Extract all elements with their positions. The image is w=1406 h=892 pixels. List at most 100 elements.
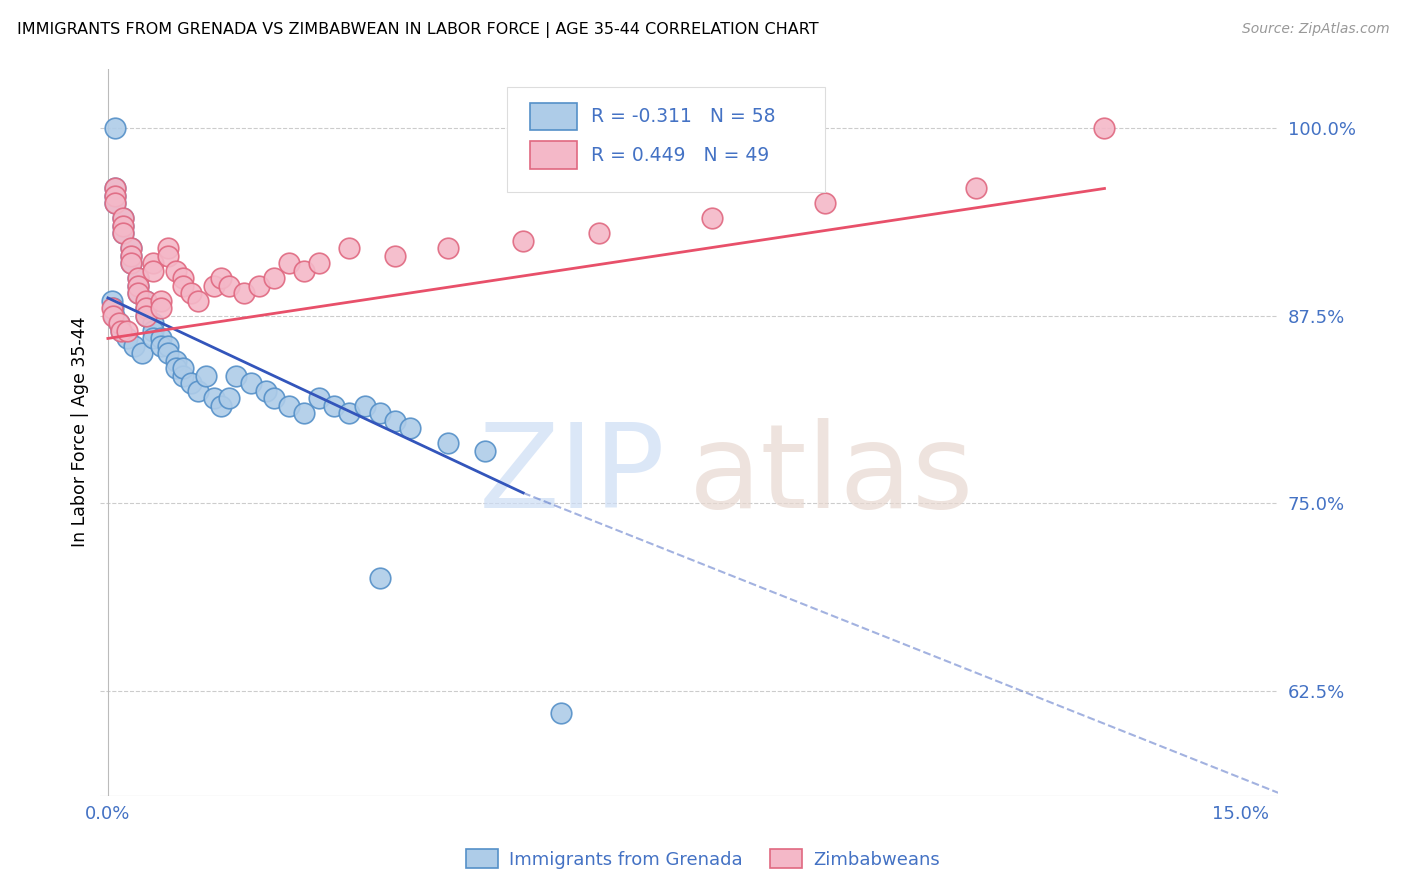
- Point: [436, 242, 458, 256]
- Point: [120, 249, 142, 263]
- Point: [165, 354, 187, 368]
- Point: [142, 331, 165, 345]
- Point: [399, 421, 422, 435]
- Point: [165, 264, 187, 278]
- Point: [240, 376, 263, 391]
- Point: [353, 399, 375, 413]
- Point: [103, 309, 125, 323]
- Point: [131, 346, 153, 360]
- Point: [965, 181, 987, 195]
- Point: [108, 317, 131, 331]
- Point: [339, 242, 361, 256]
- Point: [180, 286, 202, 301]
- Point: [120, 242, 142, 256]
- Point: [436, 436, 458, 450]
- Point: [142, 324, 165, 338]
- FancyBboxPatch shape: [530, 141, 578, 169]
- FancyBboxPatch shape: [506, 87, 825, 192]
- Point: [218, 392, 240, 406]
- Point: [368, 406, 391, 420]
- Point: [100, 301, 122, 316]
- Point: [263, 392, 285, 406]
- Point: [110, 324, 132, 338]
- Point: [512, 234, 534, 248]
- Point: [232, 286, 254, 301]
- Point: [120, 249, 142, 263]
- Point: [120, 256, 142, 270]
- Point: [172, 279, 194, 293]
- Point: [308, 392, 330, 406]
- Y-axis label: In Labor Force | Age 35-44: In Labor Force | Age 35-44: [72, 317, 89, 548]
- Point: [278, 256, 301, 270]
- Point: [115, 324, 138, 338]
- Point: [202, 392, 225, 406]
- Point: [104, 121, 127, 136]
- Point: [120, 256, 142, 270]
- Point: [384, 249, 406, 263]
- Point: [550, 706, 572, 721]
- Point: [127, 286, 149, 301]
- Point: [104, 196, 127, 211]
- Point: [209, 399, 232, 413]
- Point: [588, 227, 610, 241]
- Point: [111, 211, 134, 226]
- Point: [292, 406, 315, 420]
- Point: [218, 279, 240, 293]
- Point: [111, 211, 134, 226]
- Point: [135, 309, 157, 323]
- Point: [149, 293, 172, 308]
- Point: [110, 324, 132, 338]
- Point: [127, 271, 149, 285]
- Point: [104, 189, 127, 203]
- Point: [149, 331, 172, 345]
- Point: [278, 399, 301, 413]
- Point: [368, 571, 391, 585]
- Point: [115, 331, 138, 345]
- Point: [814, 196, 837, 211]
- Point: [111, 227, 134, 241]
- Point: [111, 219, 134, 233]
- Point: [127, 271, 149, 285]
- Point: [157, 346, 180, 360]
- Point: [124, 339, 146, 353]
- Text: IMMIGRANTS FROM GRENADA VS ZIMBABWEAN IN LABOR FORCE | AGE 35-44 CORRELATION CHA: IMMIGRANTS FROM GRENADA VS ZIMBABWEAN IN…: [17, 22, 818, 38]
- Point: [104, 181, 127, 195]
- Point: [104, 196, 127, 211]
- Point: [127, 279, 149, 293]
- Point: [104, 189, 127, 203]
- Point: [120, 242, 142, 256]
- Point: [165, 361, 187, 376]
- Point: [103, 309, 125, 323]
- Point: [180, 376, 202, 391]
- Point: [111, 219, 134, 233]
- Text: atlas: atlas: [689, 418, 974, 533]
- Point: [187, 384, 209, 398]
- Point: [135, 293, 157, 308]
- Point: [256, 384, 278, 398]
- Legend: Immigrants from Grenada, Zimbabweans: Immigrants from Grenada, Zimbabweans: [458, 842, 948, 876]
- Point: [339, 406, 361, 420]
- Point: [142, 317, 165, 331]
- Point: [127, 286, 149, 301]
- Point: [157, 249, 180, 263]
- Point: [142, 256, 165, 270]
- Point: [135, 293, 157, 308]
- Point: [149, 301, 172, 316]
- Point: [127, 279, 149, 293]
- Point: [100, 293, 122, 308]
- Point: [111, 227, 134, 241]
- Text: ZIP: ZIP: [479, 418, 665, 533]
- FancyBboxPatch shape: [530, 103, 578, 130]
- Point: [308, 256, 330, 270]
- Point: [149, 339, 172, 353]
- Point: [108, 317, 131, 331]
- Point: [187, 293, 209, 308]
- Text: R = -0.311   N = 58: R = -0.311 N = 58: [592, 107, 776, 126]
- Point: [474, 443, 496, 458]
- Text: R = 0.449   N = 49: R = 0.449 N = 49: [592, 145, 769, 164]
- Point: [135, 301, 157, 316]
- Point: [104, 181, 127, 195]
- Point: [172, 271, 194, 285]
- Point: [172, 361, 194, 376]
- Point: [323, 399, 346, 413]
